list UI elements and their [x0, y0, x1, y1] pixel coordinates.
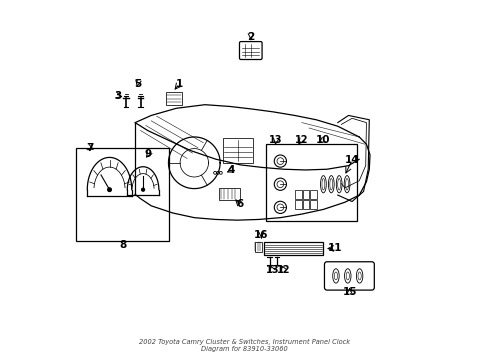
Text: 1: 1 [175, 79, 183, 89]
Ellipse shape [345, 179, 348, 190]
Ellipse shape [344, 269, 350, 283]
Text: 13: 13 [265, 265, 279, 275]
Ellipse shape [320, 176, 325, 193]
Ellipse shape [336, 176, 341, 193]
Ellipse shape [332, 269, 339, 283]
Text: 9: 9 [144, 149, 152, 159]
Text: 15: 15 [342, 287, 356, 297]
Text: 3: 3 [114, 91, 122, 101]
Text: 11: 11 [327, 243, 342, 253]
Bar [76, 148, 169, 241]
Text: 14: 14 [344, 155, 359, 165]
FancyBboxPatch shape [239, 41, 262, 59]
Ellipse shape [357, 272, 361, 280]
Ellipse shape [334, 272, 337, 280]
Ellipse shape [356, 269, 362, 283]
Bar [264, 242, 323, 255]
Text: 5: 5 [134, 79, 141, 89]
Text: 2: 2 [247, 32, 254, 41]
FancyBboxPatch shape [324, 262, 373, 290]
Text: 7: 7 [86, 143, 93, 153]
Bar [254, 242, 262, 252]
Bar [223, 138, 253, 163]
Text: 16: 16 [254, 230, 268, 240]
Bar [165, 92, 182, 105]
Bar [303, 200, 309, 209]
Bar [310, 190, 316, 199]
Text: 6: 6 [236, 199, 244, 210]
Circle shape [107, 188, 111, 192]
Circle shape [142, 188, 144, 191]
Bar [219, 188, 240, 200]
Text: 4: 4 [227, 165, 234, 175]
Text: 10: 10 [316, 135, 330, 145]
Text: 12: 12 [277, 265, 290, 275]
Bar [265, 144, 357, 221]
Ellipse shape [337, 179, 340, 190]
Bar [310, 200, 316, 209]
Bar [295, 190, 301, 199]
Ellipse shape [346, 272, 349, 280]
Bar [295, 200, 301, 209]
Text: 2002 Toyota Camry Cluster & Switches, Instrument Panel Clock
Diagram for 83910-3: 2002 Toyota Camry Cluster & Switches, In… [139, 339, 349, 352]
Ellipse shape [328, 176, 333, 193]
Text: 8: 8 [119, 240, 126, 250]
Ellipse shape [329, 179, 332, 190]
Ellipse shape [344, 176, 349, 193]
Text: 13: 13 [269, 135, 282, 145]
Text: 12: 12 [295, 135, 308, 145]
Bar [303, 190, 309, 199]
Ellipse shape [321, 179, 324, 190]
